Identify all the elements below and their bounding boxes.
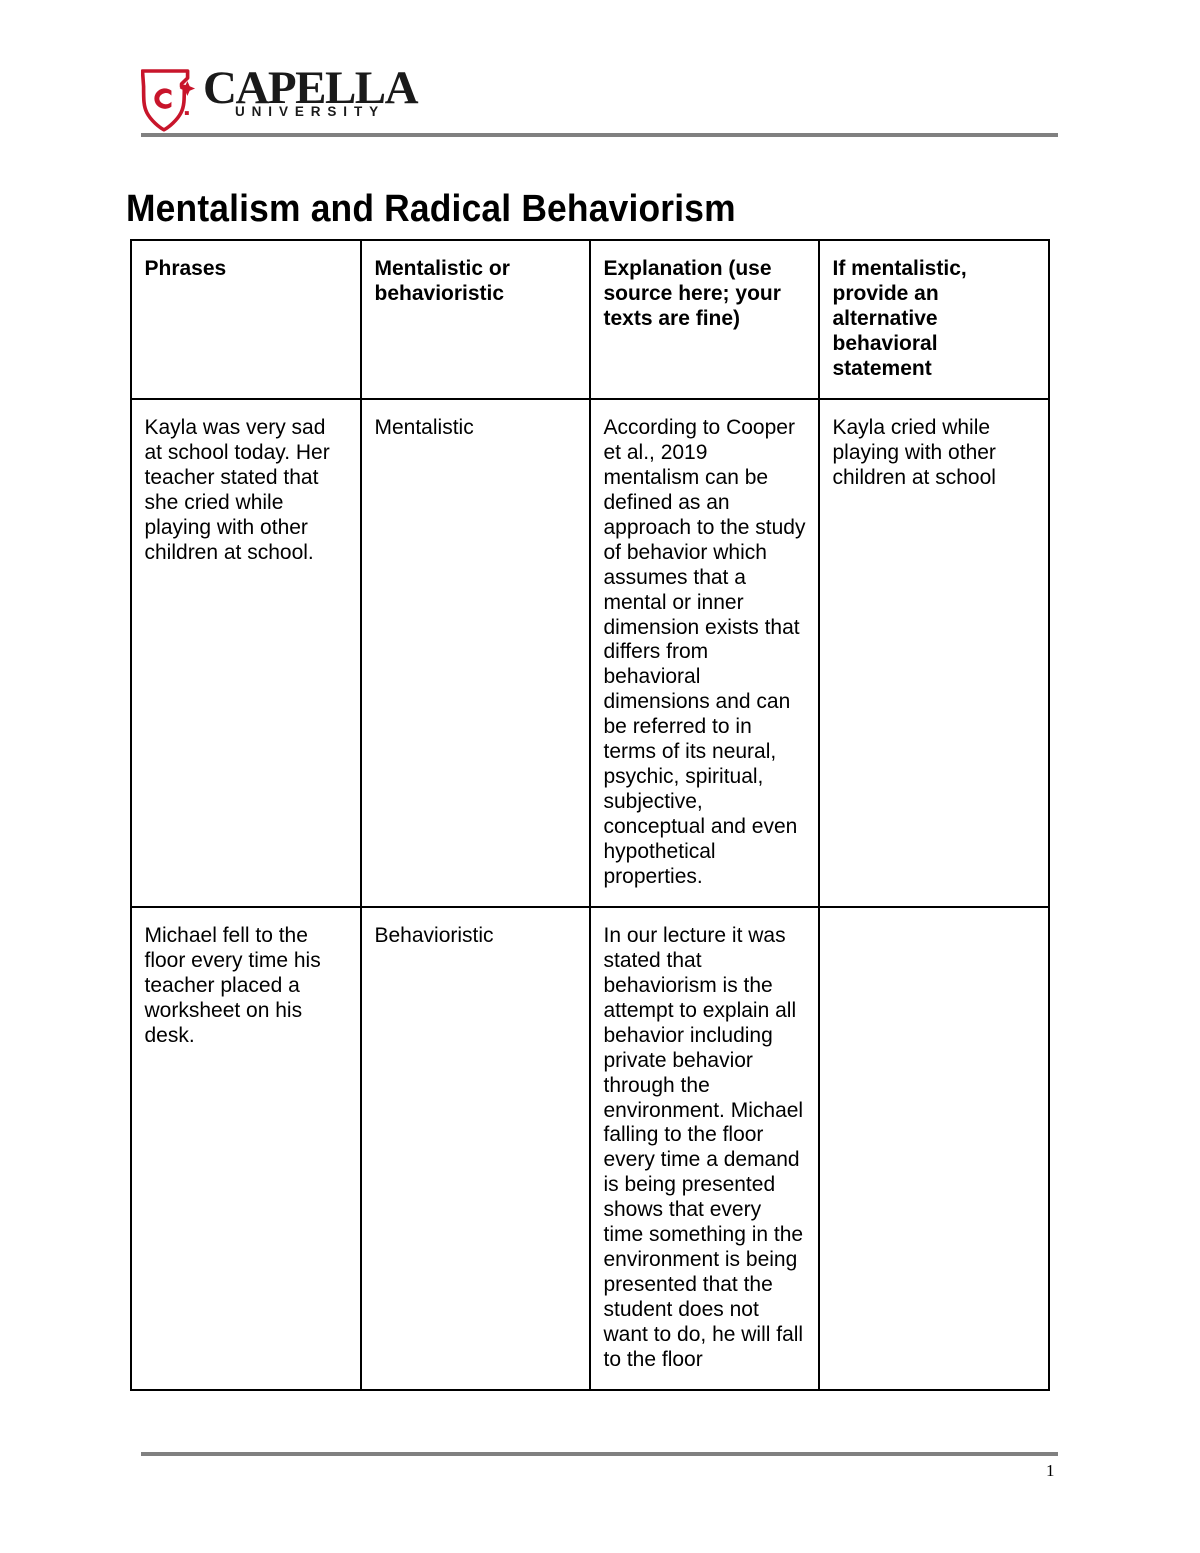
svg-text:UNIVERSITY: UNIVERSITY [235, 104, 385, 119]
